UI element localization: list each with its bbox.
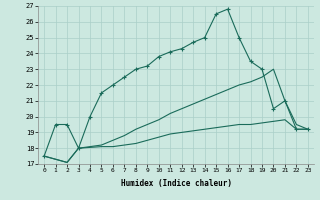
X-axis label: Humidex (Indice chaleur): Humidex (Indice chaleur) — [121, 179, 231, 188]
